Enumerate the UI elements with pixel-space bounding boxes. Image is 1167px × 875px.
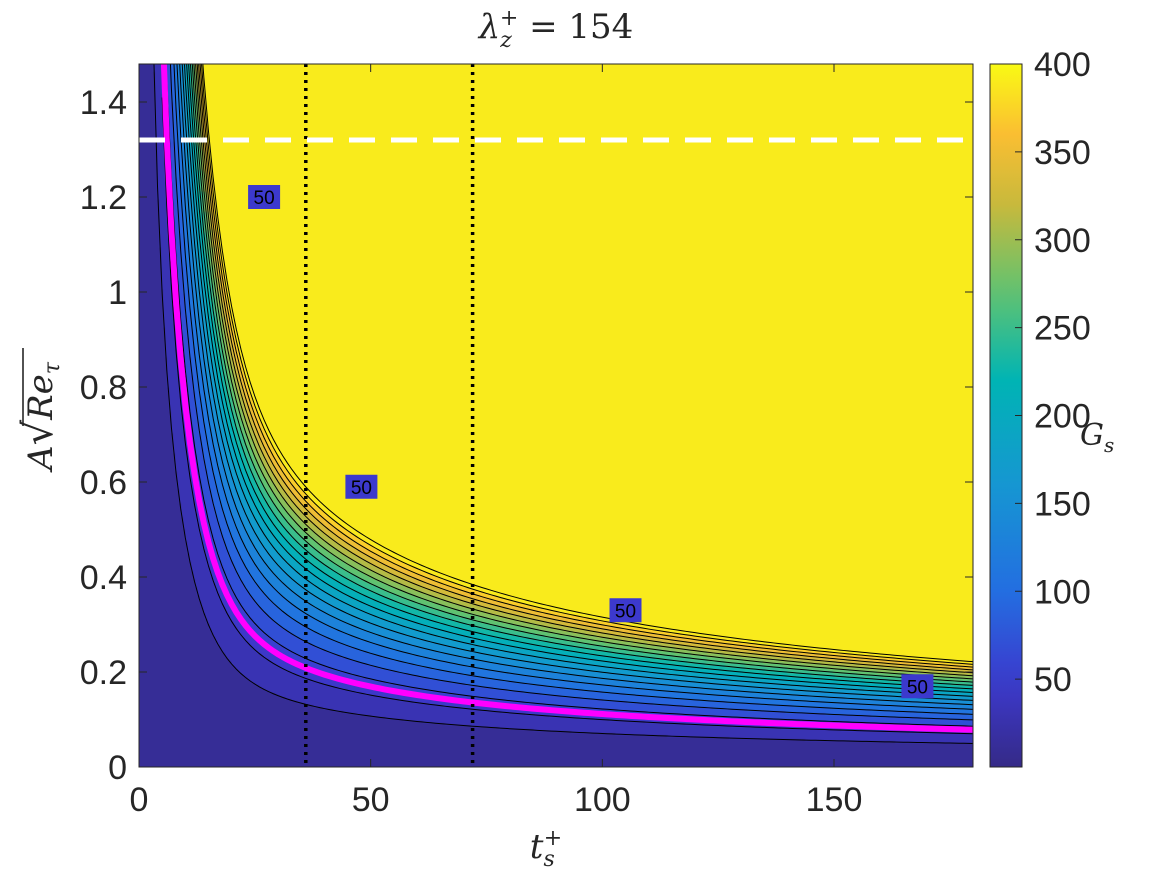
filled-contour-field xyxy=(139,64,973,767)
y-tick-label: 1.4 xyxy=(80,84,127,122)
colorbar-tick-label: 200 xyxy=(1034,398,1091,436)
contour-lines xyxy=(153,64,973,744)
contour-line-140 xyxy=(179,64,973,706)
colorbar-label: Gs xyxy=(1080,418,1114,457)
y-axis-label: A√Reτ xyxy=(16,348,65,473)
contour-line-280 xyxy=(193,64,973,680)
contour-label-2: 50 xyxy=(609,598,642,623)
y-tick-label: 0.4 xyxy=(80,559,127,597)
x-tick-label: 100 xyxy=(574,781,631,819)
y-tick-label: 0.8 xyxy=(80,369,127,407)
svg-text:50: 50 xyxy=(615,601,636,622)
svg-text:50: 50 xyxy=(351,478,372,499)
contour-line-240 xyxy=(189,64,973,686)
y-tick-label: 1.2 xyxy=(80,179,127,217)
contour-line-60 xyxy=(166,79,973,727)
colorbar-tick-label: 50 xyxy=(1034,661,1072,699)
colorbar-tick-label: 300 xyxy=(1034,222,1091,260)
contour-line-260 xyxy=(191,64,973,683)
x-tick-label: 150 xyxy=(806,781,863,819)
y-tick-label: 1 xyxy=(108,274,127,312)
highlight-contour-labels: 50 50 50 50 xyxy=(248,185,934,699)
contour-line-20 xyxy=(153,64,973,744)
contour-line-300 xyxy=(195,64,973,677)
contour-line-200 xyxy=(186,64,973,694)
contour-label-0: 50 xyxy=(248,185,281,209)
contour-label-1: 50 xyxy=(345,474,378,499)
contour-line-180 xyxy=(183,64,973,697)
y-axis-ticks: 0 0.2 0.4 0.6 0.8 1 1.2 1.4 xyxy=(80,84,973,787)
contour-line-320 xyxy=(196,64,973,674)
colorbar-ticks: 50 100 150 200 250 300 350 400 xyxy=(1015,46,1091,699)
colorbar-tick-label: 350 xyxy=(1034,134,1091,172)
plot-area xyxy=(139,64,973,767)
contour-line-360 xyxy=(199,64,973,668)
colorbar-tick-label: 100 xyxy=(1034,573,1091,611)
chart-title: λz+ = 154 xyxy=(477,6,634,53)
colorbar-tick-label: 150 xyxy=(1034,485,1091,523)
contour-line-160 xyxy=(181,64,973,701)
contour-line-50 xyxy=(160,64,973,733)
x-axis-ticks: 0 50 100 150 xyxy=(130,64,863,819)
x-tick-label: 0 xyxy=(130,781,149,819)
contour-line-380 xyxy=(201,64,973,665)
svg-text:50: 50 xyxy=(907,677,928,698)
y-tick-label: 0 xyxy=(108,749,127,787)
y-tick-label: 0.6 xyxy=(80,464,127,502)
reference-lines xyxy=(139,64,973,767)
contour-line-120 xyxy=(176,64,973,710)
highlight-contour-50 xyxy=(160,64,973,733)
contour-line-40 xyxy=(161,97,973,735)
plot-frame xyxy=(138,63,974,768)
svg-text:50: 50 xyxy=(254,188,275,209)
contour-line-340 xyxy=(198,64,973,671)
colorbar-tick-label: 250 xyxy=(1034,310,1091,348)
colorbar-tick-label: 400 xyxy=(1034,46,1091,84)
contour-line-220 xyxy=(188,64,973,690)
x-tick-label: 50 xyxy=(352,781,390,819)
x-axis-label: ts+ xyxy=(530,826,562,872)
contour-label-3: 50 xyxy=(901,674,934,699)
y-tick-label: 0.2 xyxy=(80,654,127,692)
svg-text:A√Reτ: A√Reτ xyxy=(16,361,65,473)
contour-line-80 xyxy=(169,64,973,721)
contour-line-400 xyxy=(202,64,973,663)
